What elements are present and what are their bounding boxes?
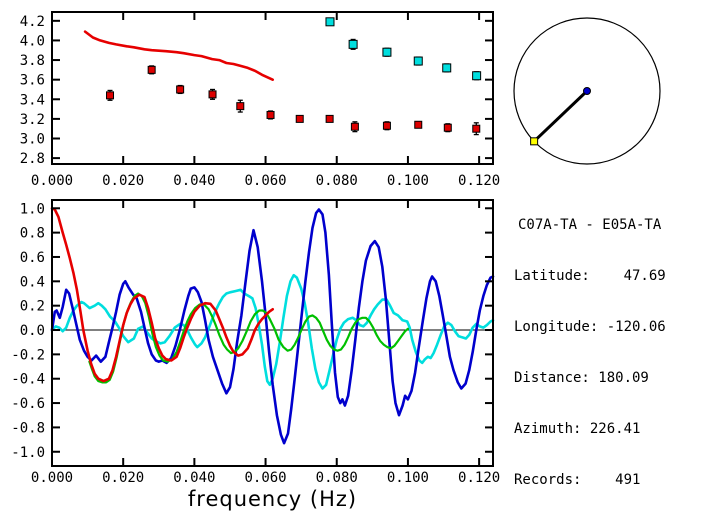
y-tick-label: 0.8 [20,226,45,242]
y-tick-label: 3.0 [20,132,45,148]
y-tick-label: 2.8 [20,151,45,167]
axes-frame [51,11,494,165]
data-point-marker[interactable] [236,102,245,111]
data-point-marker[interactable] [176,85,185,94]
data-point-marker[interactable] [382,47,392,57]
y-tick-label: -0.2 [11,347,45,363]
y-tick-label: 0.6 [20,250,45,266]
y-tick-label: -0.6 [11,396,45,412]
data-point-marker[interactable] [266,110,275,119]
center-station-dot [583,87,591,95]
y-tick-label: 1.0 [20,201,45,217]
x-tick-label: 0.100 [387,173,429,189]
y-tick-label: 0.2 [20,299,45,315]
observed-cross-spectrum-cyan [50,273,495,390]
records-line: Records: 491 [514,472,641,488]
x-tick-label: 0.080 [316,470,358,486]
y-tick-label: 3.6 [20,73,45,89]
y-tick-label: -0.8 [11,420,45,436]
distance-line: Distance: 180.09 [514,370,649,386]
remote-station-marker [530,137,539,146]
data-point-marker[interactable] [295,114,304,123]
dial-circle [513,17,661,165]
data-point-marker[interactable] [348,39,358,49]
data-point-marker[interactable] [208,90,217,99]
bessel-fit-red [50,207,275,383]
data-point-marker[interactable] [147,65,156,74]
x-tick-label: 0.040 [173,470,215,486]
longitude-line: Longitude: -120.06 [514,319,666,335]
x-tick-label: 0.020 [102,173,144,189]
y-tick-label: 4.2 [20,14,45,30]
x-tick-label: 0.040 [173,173,215,189]
azimuth-line: Azimuth: 226.41 [514,421,641,437]
station-info: C07A-TA - E05A-TA Latitude: 47.69 Longit… [514,183,666,519]
x-tick-label: 0.060 [244,470,286,486]
azimuth-dial [513,17,661,165]
data-point-marker[interactable] [106,91,115,100]
velocity-picks-lower-branch [106,65,481,136]
y-tick-label: 3.2 [20,112,45,128]
velocity-picks-upper-branch [325,17,482,81]
x-tick-label: 0.000 [31,470,73,486]
reference-phase-velocity-curve [83,30,275,81]
x-tick-label: 0.120 [458,173,500,189]
y-tick-label: 3.8 [20,53,45,69]
y-tick-label: -1.0 [11,445,45,461]
azimuth-ray [533,89,589,143]
station-pair-title: C07A-TA - E05A-TA [518,217,662,233]
data-point-marker[interactable] [382,121,391,130]
y-tick-label: 4.0 [20,33,45,49]
x-tick-label: 0.000 [31,173,73,189]
x-tick-label: 0.080 [316,173,358,189]
x-tick-label: 0.120 [458,470,500,486]
x-tick-label: 0.020 [102,470,144,486]
data-point-marker[interactable] [325,114,334,123]
data-point-marker[interactable] [325,17,335,27]
y-tick-label: 0.0 [20,323,45,339]
data-point-marker[interactable] [472,124,481,133]
x-tick-label: 0.100 [387,470,429,486]
cross-spectrum-plot[interactable]: 0.000 0.020 0.040 0.060 0.080 0.100 0.120 -1.0 -… [11,199,500,486]
data-point-marker[interactable] [414,120,423,129]
data-point-marker[interactable] [350,122,359,131]
x-axis-title: frequency (Hz) [187,487,358,511]
y-tick-label: 3.4 [20,92,45,108]
x-tick-label: 0.060 [244,173,286,189]
axes-frame [51,199,494,467]
observed-cross-spectrum-blue [50,208,495,445]
y-tick-label: 0.4 [20,274,45,290]
dispersion-plot[interactable]: 0.000 0.020 0.040 0.060 0.080 0.100 0.120 2.8 3.… [20,11,500,189]
latitude-line: Latitude: 47.69 [514,268,666,284]
data-point-marker[interactable] [442,63,452,73]
data-point-marker[interactable] [413,56,423,66]
data-point-marker[interactable] [472,71,482,81]
y-tick-label: -0.4 [11,372,45,388]
data-point-marker[interactable] [443,123,452,132]
